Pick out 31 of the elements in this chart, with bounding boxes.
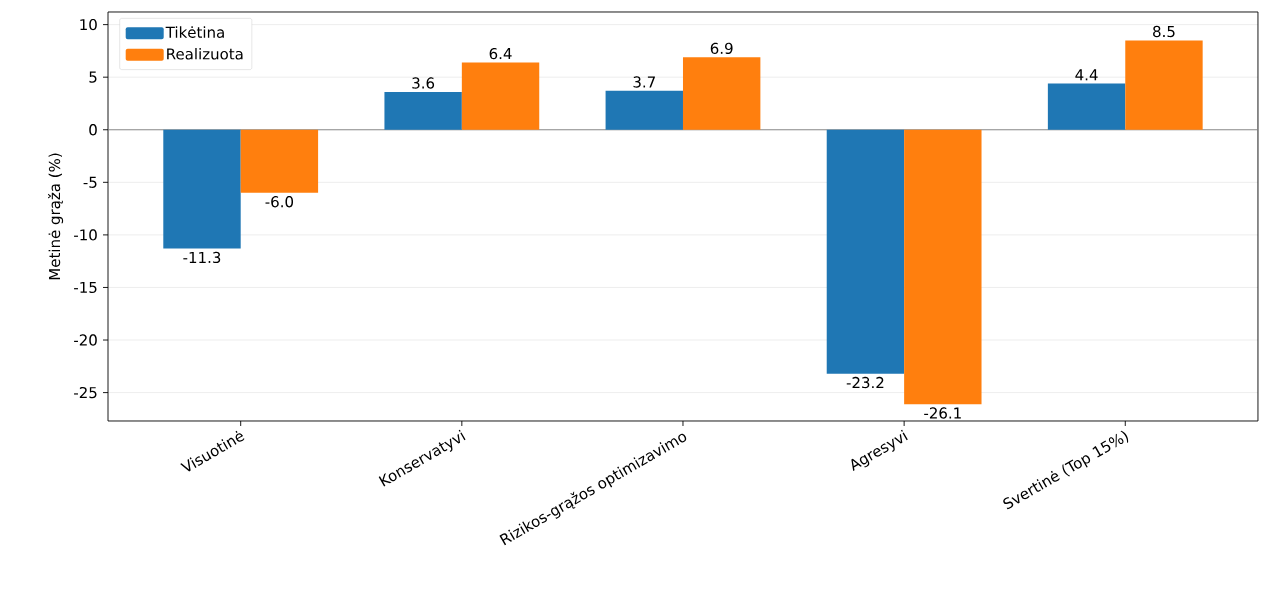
data-label: 3.6 [412, 77, 435, 89]
y-axis-title: Metinė grąža (%) [48, 153, 64, 280]
y-tick-label: -15 [74, 281, 97, 294]
data-label: 8.5 [1153, 25, 1175, 38]
legend-label: Tikėtina [165, 26, 224, 38]
bar [605, 90, 683, 130]
data-label: 6.9 [710, 42, 733, 55]
data-label: 4.4 [1075, 69, 1098, 81]
bar [461, 62, 540, 130]
y-tick-label: 0 [89, 124, 97, 136]
data-label: -11.3 [183, 251, 221, 264]
y-tick-label: -20 [74, 334, 97, 346]
bar [904, 129, 982, 405]
data-label: 6.4 [489, 47, 512, 60]
data-label: 3.7 [633, 76, 655, 88]
data-label: -26.1 [924, 407, 961, 419]
y-tick-label: 10 [80, 18, 97, 31]
y-tick-label: -10 [74, 229, 97, 241]
bar [1047, 83, 1126, 130]
bar [384, 91, 462, 130]
bar [1125, 40, 1203, 130]
bar [682, 57, 761, 130]
bar [240, 129, 319, 193]
bar [163, 129, 241, 249]
y-tick-label: 5 [89, 71, 97, 83]
y-tick-label: -5 [83, 176, 97, 188]
legend-label: Realizuota [167, 47, 243, 60]
y-tick-label: -25 [74, 386, 97, 399]
bar [826, 129, 905, 374]
data-label: -6.0 [265, 196, 294, 208]
data-label: -23.2 [846, 376, 884, 389]
